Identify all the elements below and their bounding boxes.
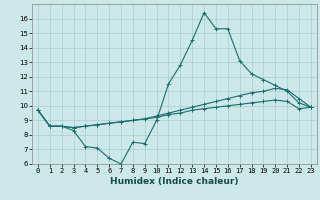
- X-axis label: Humidex (Indice chaleur): Humidex (Indice chaleur): [110, 177, 239, 186]
